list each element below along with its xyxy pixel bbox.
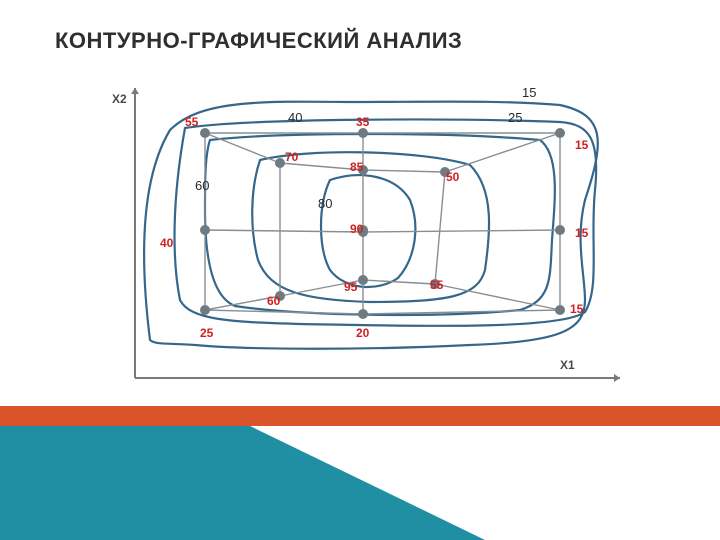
value-label: 40 (160, 236, 173, 250)
value-label: 25 (508, 110, 522, 125)
value-label: 40 (288, 110, 302, 125)
value-label: 25 (200, 326, 213, 340)
value-label: X1 (560, 358, 575, 372)
value-label: 55 (185, 115, 198, 129)
value-label: 70 (285, 150, 298, 164)
value-label: 80 (318, 196, 332, 211)
value-label: 15 (522, 85, 536, 100)
value-label: 35 (356, 115, 369, 129)
value-label: 50 (446, 170, 459, 184)
value-label: 20 (356, 326, 369, 340)
value-label: 15 (570, 302, 583, 316)
value-label: 55 (430, 278, 443, 292)
value-label: X2 (112, 92, 127, 106)
value-label: 60 (195, 178, 209, 193)
value-label: 15 (575, 138, 588, 152)
value-label: 60 (267, 294, 280, 308)
value-label: 85 (350, 160, 363, 174)
teal-shape (0, 0, 720, 540)
value-label: 95 (344, 280, 357, 294)
slide: КОНТУРНО-ГРАФИЧЕСКИЙ АНАЛИЗ 152540608055… (0, 0, 720, 540)
value-label: 15 (575, 226, 588, 240)
value-label: 90 (350, 222, 363, 236)
